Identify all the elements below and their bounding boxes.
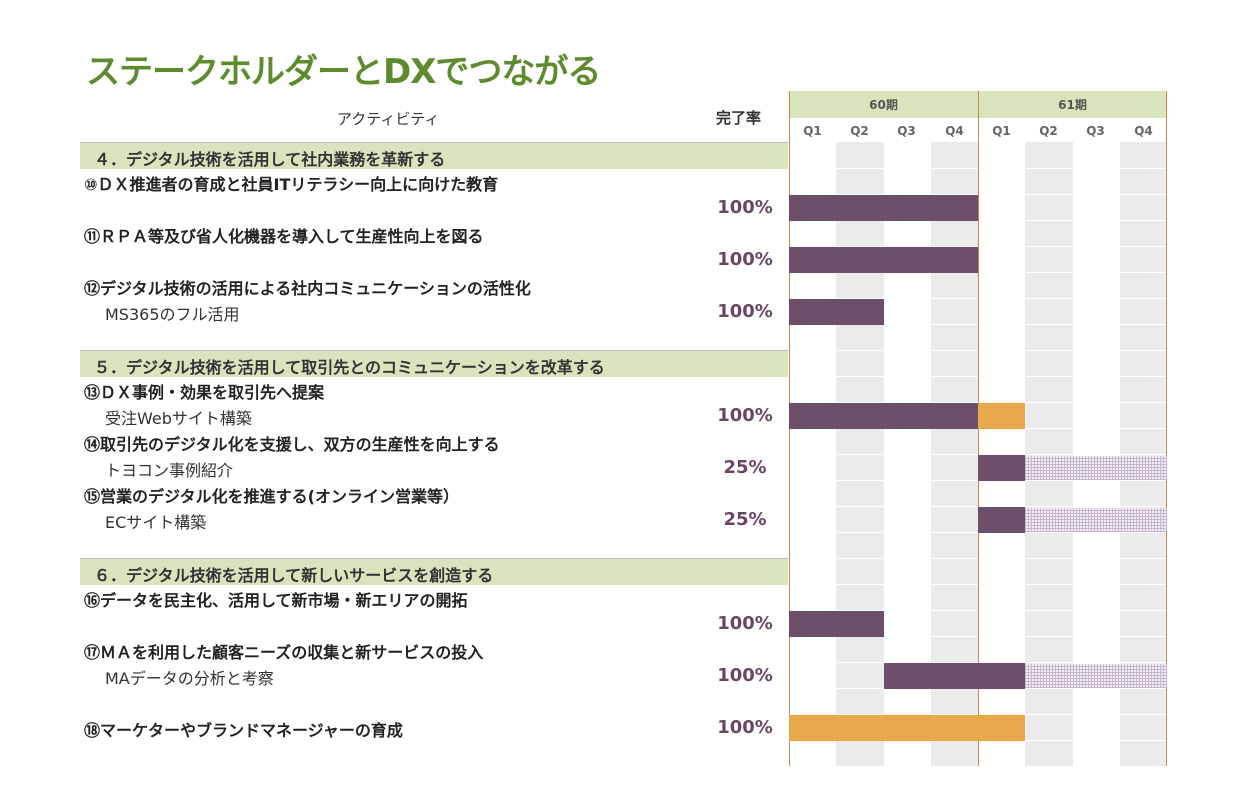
section-header: ４．デジタル技術を活用して社内業務を革新する — [80, 142, 788, 169]
gantt-bar-planned — [1025, 664, 1167, 688]
gantt-bar-done — [789, 403, 978, 429]
completion-rate: 100% — [717, 249, 773, 270]
gantt-bar-highlight — [978, 403, 1025, 429]
period-divider-line — [1166, 91, 1167, 766]
activity-title: ⑬ＤＸ事例・効果を取引先へ提案 — [84, 383, 325, 402]
period-60-band — [789, 91, 978, 118]
activity-title: ⑫デジタル技術の活用による社内コミュニケーションの活性化 — [84, 279, 531, 298]
period-61-band — [978, 91, 1167, 118]
activity-subtask: 受注Webサイト構築 — [105, 409, 252, 428]
completion-rate: 100% — [717, 717, 773, 738]
gantt-bar-highlight — [789, 715, 1025, 741]
activity-title: ⑰ＭＡを利用した顧客ニーズの収集と新サービスの投入 — [84, 643, 484, 662]
gantt-bar-done — [978, 455, 1025, 481]
quarter-label: Q4 — [945, 124, 964, 138]
completion-rate: 25% — [723, 509, 767, 530]
activity-subtask: ECサイト構築 — [105, 513, 207, 532]
activity-title: ⑩ＤＸ推進者の育成と社員ITリテラシー向上に向けた教育 — [84, 175, 499, 194]
activity-subtask: トヨコン事例紹介 — [105, 461, 234, 480]
quarter-label: Q2 — [1039, 124, 1058, 138]
quarter-label: Q1 — [992, 124, 1011, 138]
quarter-label: Q3 — [897, 124, 916, 138]
section-label: ６．デジタル技術を活用して新しいサービスを創造する — [94, 566, 494, 585]
quarter-label: Q1 — [803, 124, 822, 138]
activity-subtask: MAデータの分析と考察 — [105, 669, 274, 688]
gantt-bar-done — [789, 247, 978, 273]
completion-rate: 100% — [717, 197, 773, 218]
gantt-bar-done — [978, 507, 1025, 533]
section-header: ５．デジタル技術を活用して取引先とのコミュニケーションを改革する — [80, 350, 788, 377]
completion-rate: 25% — [723, 457, 767, 478]
gantt-bar-done — [789, 299, 884, 325]
completion-rate: 100% — [717, 665, 773, 686]
period-60-label: 60期 — [869, 98, 898, 112]
rate-column-header: 完了率 — [716, 109, 762, 127]
gantt-bar-done — [884, 663, 1025, 689]
period-61-label: 61期 — [1058, 98, 1087, 112]
activity-column-header: アクティビティ — [337, 110, 440, 128]
activity-title: ⑱マーケターやブランドマネージャーの育成 — [84, 721, 403, 740]
gantt-bar-done — [789, 195, 978, 221]
section-label: ４．デジタル技術を活用して社内業務を革新する — [94, 150, 446, 169]
quarter-label: Q3 — [1086, 124, 1105, 138]
section-header: ６．デジタル技術を活用して新しいサービスを創造する — [80, 558, 788, 585]
activity-title: ⑯データを民主化、活用して新市場・新エリアの開拓 — [84, 591, 468, 610]
quarter-label: Q2 — [850, 124, 869, 138]
activity-subtask: MS365のフル活用 — [105, 305, 240, 324]
completion-rate: 100% — [717, 301, 773, 322]
quarter-label: Q4 — [1134, 124, 1153, 138]
gantt-bar-planned — [1025, 456, 1167, 480]
completion-rate: 100% — [717, 405, 773, 426]
activity-title: ⑮営業のデジタル化を推進する(オンライン営業等） — [84, 487, 459, 506]
activity-title: ⑪ＲＰＡ等及び省人化機器を導入して生産性向上を図る — [84, 227, 484, 246]
gantt-bar-planned — [1025, 508, 1167, 532]
completion-rate: 100% — [717, 613, 773, 634]
gantt-bar-done — [789, 611, 884, 637]
page-title: ステークホルダーとDXでつながる — [86, 52, 601, 92]
activity-title: ⑭取引先のデジタル化を支援し、双方の生産性を向上する — [84, 435, 500, 454]
section-label: ５．デジタル技術を活用して取引先とのコミュニケーションを改革する — [94, 358, 605, 377]
